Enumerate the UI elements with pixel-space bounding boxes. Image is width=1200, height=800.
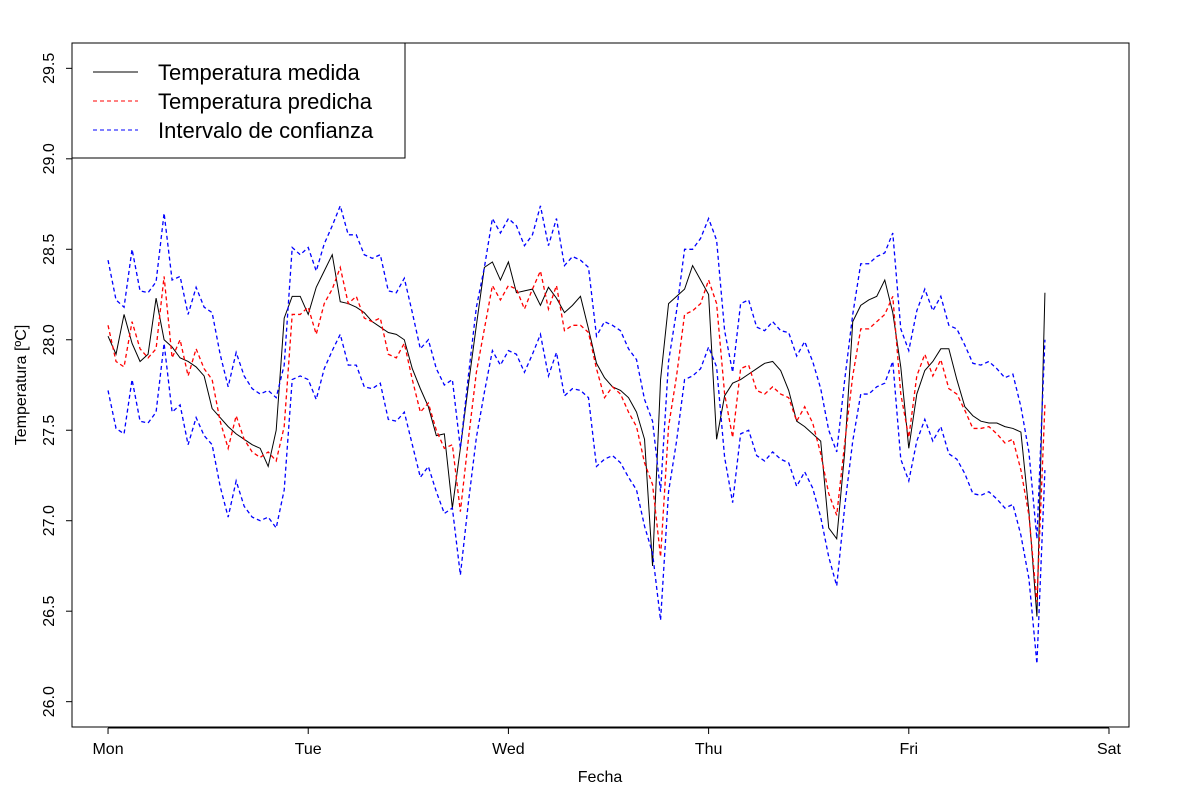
x-tick-label-3: Thu	[695, 741, 723, 758]
series-line-3	[107, 332, 1046, 664]
x-axis-title: Fecha	[578, 769, 623, 786]
legend-label-predicted: Temperatura predicha	[158, 89, 373, 114]
x-tick-label-5: Sat	[1097, 741, 1122, 758]
x-tick-label-1: Tue	[295, 741, 322, 758]
y-tick-label-3: 27.5	[41, 415, 58, 446]
y-tick-label-2: 27.0	[41, 505, 58, 536]
x-tick-label-4: Fri	[899, 741, 918, 758]
legend: Temperatura medida Temperatura predicha …	[71, 42, 406, 159]
y-axis-title: Temperatura [ºC]	[13, 325, 30, 446]
y-tick-label-6: 29.0	[41, 143, 58, 174]
y-axis: 26.0 26.5 27.0 27.5 28.0 28.5 29.0 29.5	[41, 53, 73, 717]
legend-label-confidence: Intervalo de confianza	[158, 118, 374, 143]
legend-label-measured: Temperatura medida	[158, 60, 361, 85]
series-line-1	[107, 265, 1046, 603]
x-axis: Mon Tue Wed Thu Fri Sat	[92, 727, 1122, 758]
x-tick-label-2: Wed	[492, 741, 525, 758]
y-tick-label-7: 29.5	[41, 53, 58, 84]
series-line-0	[107, 253, 1046, 617]
y-tick-label-4: 28.0	[41, 324, 58, 355]
y-tick-label-1: 26.5	[41, 596, 58, 627]
series-group	[107, 203, 1046, 664]
y-tick-label-0: 26.0	[41, 686, 58, 717]
y-tick-label-5: 28.5	[41, 234, 58, 265]
legend-box	[71, 42, 406, 159]
x-tick-label-0: Mon	[92, 741, 123, 758]
series-line-2	[107, 203, 1046, 539]
